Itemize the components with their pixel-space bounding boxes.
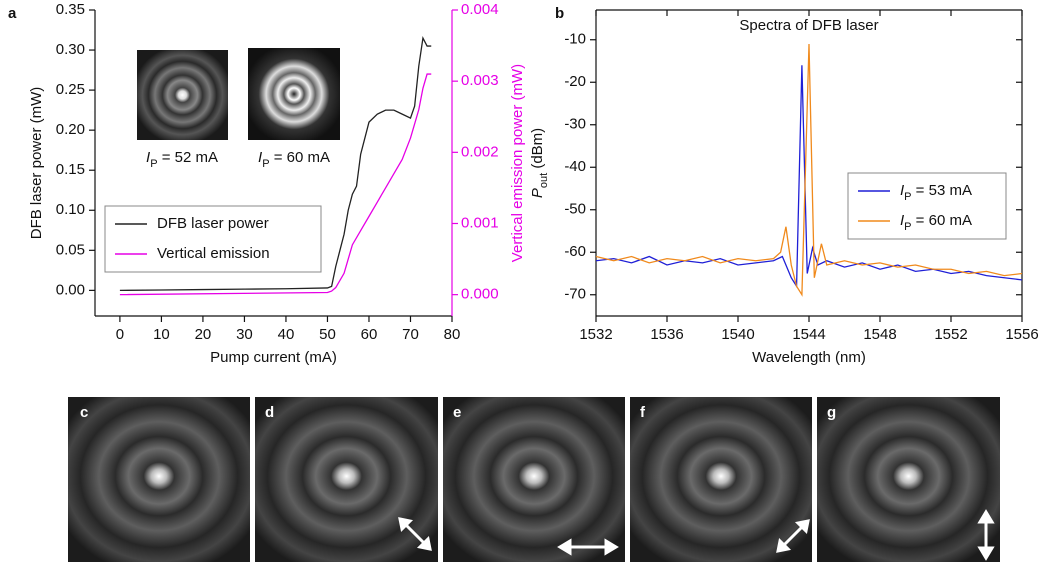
- panel-label: d: [265, 404, 274, 421]
- mode-image: [255, 397, 438, 562]
- y-tick-label: 0.25: [56, 81, 85, 98]
- data-line: [119, 73, 432, 296]
- y-tick-label: -60: [564, 243, 586, 260]
- x-tick-label: 50: [319, 326, 336, 343]
- inset-caption: IP = 52 mA: [146, 149, 218, 170]
- y-tick-label: -40: [564, 158, 586, 175]
- image-row: [68, 48, 1000, 562]
- y-tick-label: 0.10: [56, 201, 85, 218]
- y2-tick-label: 0.002: [461, 143, 499, 160]
- panel-label: b: [555, 5, 564, 22]
- x-tick-label: 1532: [579, 326, 612, 343]
- inset-caption: IP = 60 mA: [258, 149, 330, 170]
- legend-box: [104, 205, 322, 273]
- y-axis-label: Pout (dBm): [529, 128, 550, 198]
- panel-label: g: [827, 404, 836, 421]
- y-tick-label: 0.30: [56, 41, 85, 58]
- x-tick-label: 40: [278, 326, 295, 343]
- mode-image: [630, 397, 812, 562]
- y-tick-label: 0.00: [56, 281, 85, 298]
- symbol: I: [900, 212, 904, 229]
- x-tick-label: 10: [153, 326, 170, 343]
- label-rest: = 60 mA: [270, 149, 330, 166]
- y-tick-label: 0.05: [56, 241, 85, 258]
- mode-image: [68, 397, 250, 562]
- inset-image: [137, 50, 228, 140]
- y-tick-label: 0.15: [56, 161, 85, 178]
- subscript: P: [262, 158, 269, 170]
- subscript: P: [904, 191, 911, 203]
- y2-tick-label: 0.003: [461, 72, 499, 89]
- label-rest: = 53 mA: [912, 182, 972, 199]
- x-tick-label: 30: [236, 326, 253, 343]
- y2-tick-label: 0.001: [461, 214, 499, 231]
- label-rest: = 60 mA: [912, 212, 972, 229]
- label-rest: (dBm): [529, 128, 546, 173]
- legend-label: Vertical emission: [157, 245, 270, 262]
- legend-label: IP = 60 mA: [900, 212, 972, 233]
- x-tick-label: 1556: [1005, 326, 1038, 343]
- mode-image: [443, 397, 625, 562]
- symbol: P: [529, 188, 546, 198]
- y-tick-label: -70: [564, 286, 586, 303]
- y-tick-label: -10: [564, 31, 586, 48]
- y-tick-label: 0.35: [56, 1, 85, 18]
- symbol: I: [146, 149, 150, 166]
- x-tick-label: 1552: [934, 326, 967, 343]
- x-tick-label: 1536: [650, 326, 683, 343]
- polarization-arrows: [398, 509, 995, 561]
- chart-title: Spectra of DFB laser: [739, 17, 878, 34]
- symbol: I: [258, 149, 262, 166]
- panel-label: c: [80, 404, 88, 421]
- legend-box: [847, 172, 1007, 240]
- x-tick-label: 1544: [792, 326, 825, 343]
- legend-label: DFB laser power: [157, 215, 269, 232]
- panel-label: f: [640, 404, 646, 421]
- y-tick-label: -30: [564, 116, 586, 133]
- subscript: P: [150, 158, 157, 170]
- x-tick-label: 0: [116, 326, 124, 343]
- x-tick-label: 70: [402, 326, 419, 343]
- y-axis-label: DFB laser power (mW): [28, 87, 45, 240]
- x-axis-label: Pump current (mA): [210, 349, 337, 366]
- x-tick-label: 20: [195, 326, 212, 343]
- data-line: [595, 43, 1023, 297]
- x-axis-label: Wavelength (nm): [752, 349, 866, 366]
- x-tick-label: 80: [444, 326, 461, 343]
- panel-label: e: [453, 404, 461, 421]
- panel-label: a: [8, 5, 17, 22]
- data-line: [595, 65, 1023, 289]
- x-tick-label: 1548: [863, 326, 896, 343]
- y2-tick-label: 0.000: [461, 286, 499, 303]
- label-rest: = 52 mA: [158, 149, 218, 166]
- inset-image: [248, 48, 340, 140]
- y-tick-label: 0.20: [56, 121, 85, 138]
- y2-tick-label: 0.004: [461, 1, 499, 18]
- y-tick-label: -50: [564, 201, 586, 218]
- y-tick-label: -20: [564, 73, 586, 90]
- symbol: I: [900, 182, 904, 199]
- x-tick-label: 1540: [721, 326, 754, 343]
- data-line: [119, 35, 432, 292]
- subscript: out: [538, 173, 550, 188]
- subscript: P: [904, 221, 911, 233]
- y2-axis-label: Vertical emission power (mW): [509, 64, 526, 262]
- legend-label: IP = 53 mA: [900, 182, 972, 203]
- x-tick-label: 60: [361, 326, 378, 343]
- mode-image: [817, 397, 1000, 562]
